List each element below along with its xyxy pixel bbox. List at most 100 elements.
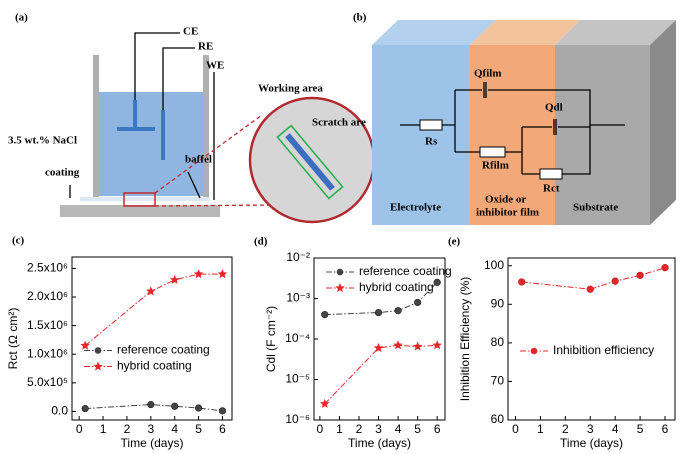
resistor <box>419 119 443 131</box>
label: Substrate <box>573 202 618 214</box>
x-tick-label: 5 <box>637 422 644 436</box>
panel-label: (c) <box>12 235 25 247</box>
label: 3.5 wt.% NaCl <box>8 135 77 147</box>
wall <box>203 55 209 198</box>
zoom-lines <box>154 114 276 207</box>
label: Rct <box>543 183 560 195</box>
legend-marker <box>530 347 538 355</box>
legend-label: reference coating <box>359 264 452 278</box>
x-tick-label: 2 <box>356 422 363 436</box>
marker <box>147 400 155 409</box>
y-tick-label: 60 <box>491 412 505 426</box>
label: baffel <box>185 154 212 166</box>
label: Oxide or <box>485 194 526 206</box>
label: coating <box>45 167 80 179</box>
top-face <box>555 20 676 45</box>
y-tick-label: 10⁻⁵ <box>285 372 310 386</box>
marker <box>171 402 179 410</box>
y-axis-label: Rct (Ω cm²) <box>6 308 20 370</box>
marker <box>218 407 227 415</box>
y-axis-label: Inhibition Efficiency (%) <box>458 277 472 402</box>
marker <box>320 398 330 408</box>
marker <box>393 340 403 350</box>
wall <box>93 55 99 198</box>
x-tick-label: 4 <box>395 422 402 436</box>
label: Qdl <box>545 102 563 114</box>
x-axis-label: Time (days) <box>348 436 411 450</box>
x-axis-label: Time (days) <box>560 436 623 450</box>
resistor <box>479 146 506 158</box>
scratch <box>285 133 335 191</box>
marker <box>374 308 383 317</box>
marker <box>661 264 669 272</box>
legend-marker <box>336 268 344 276</box>
legend-marker <box>94 347 102 354</box>
x-tick-label: 6 <box>662 422 669 436</box>
marker <box>169 274 180 284</box>
y-tick-label: 5.0x10⁵ <box>27 375 68 389</box>
marker <box>321 311 329 319</box>
marker <box>146 286 156 296</box>
label: Electrolyte <box>390 202 441 214</box>
x-tick-label: 1 <box>537 422 544 436</box>
x-tick-label: 3 <box>147 422 154 436</box>
substrate <box>555 45 650 225</box>
y-tick-label: 2.5x10⁶ <box>27 261 68 275</box>
legend-label: hybrid coating <box>117 359 192 373</box>
x-tick-label: 1 <box>100 422 107 436</box>
plot-frame <box>507 257 676 421</box>
marker <box>433 278 441 286</box>
x-tick-label: 2 <box>562 422 569 436</box>
coating-layer <box>80 197 210 201</box>
label: CE <box>183 26 198 38</box>
series-line <box>521 267 666 290</box>
legend-label: reference coating <box>117 343 210 357</box>
film <box>470 45 555 225</box>
x-tick-label: 4 <box>612 422 619 436</box>
marker <box>194 404 203 412</box>
x-tick-label: 5 <box>414 422 421 436</box>
re <box>161 110 165 160</box>
x-tick-label: 0 <box>512 422 519 436</box>
x-tick-label: 2 <box>124 422 131 436</box>
resistor <box>539 168 563 180</box>
legend-marker <box>335 283 345 292</box>
marker <box>518 278 526 286</box>
marker <box>414 298 422 307</box>
label: Qfilm <box>474 68 502 80</box>
electrolyte <box>372 45 470 225</box>
ce <box>133 100 137 130</box>
panel-label: (d) <box>254 236 268 248</box>
y-tick-label: 10⁻⁴ <box>285 331 310 345</box>
label: WE <box>206 60 224 72</box>
x-tick-label: 1 <box>336 422 343 436</box>
x-tick-label: 4 <box>171 422 178 436</box>
y-tick-label: 100 <box>484 258 504 272</box>
working-area <box>276 124 344 200</box>
y-tick-label: 10⁻² <box>286 250 310 264</box>
y-tick-label: 1.0x10⁶ <box>27 346 68 360</box>
y-tick-label: 70 <box>491 374 505 388</box>
marker <box>217 269 228 279</box>
label: Rs <box>425 136 438 148</box>
x-tick-label: 6 <box>434 422 441 436</box>
x-tick-label: 6 <box>219 422 226 436</box>
highlight <box>123 192 156 207</box>
diagram-b: (b) Qfilm Qdl Rs Rfilm Rct Electrolyte O… <box>353 12 676 225</box>
plot-frame <box>71 256 233 421</box>
x-tick-label: 3 <box>375 422 382 436</box>
legend-marker <box>93 361 103 371</box>
marker <box>586 285 594 293</box>
label: Working area <box>258 83 323 95</box>
marker <box>412 341 423 351</box>
top-face <box>372 20 496 45</box>
circuit <box>400 82 625 175</box>
marker <box>80 340 90 350</box>
y-tick-label: 1.5x10⁶ <box>27 318 68 332</box>
y-tick-label: 2.0x10⁶ <box>27 289 68 303</box>
marker <box>394 307 402 315</box>
label: Scratch are <box>312 117 366 129</box>
series-line <box>84 273 223 347</box>
panel-label: (e) <box>448 236 461 248</box>
